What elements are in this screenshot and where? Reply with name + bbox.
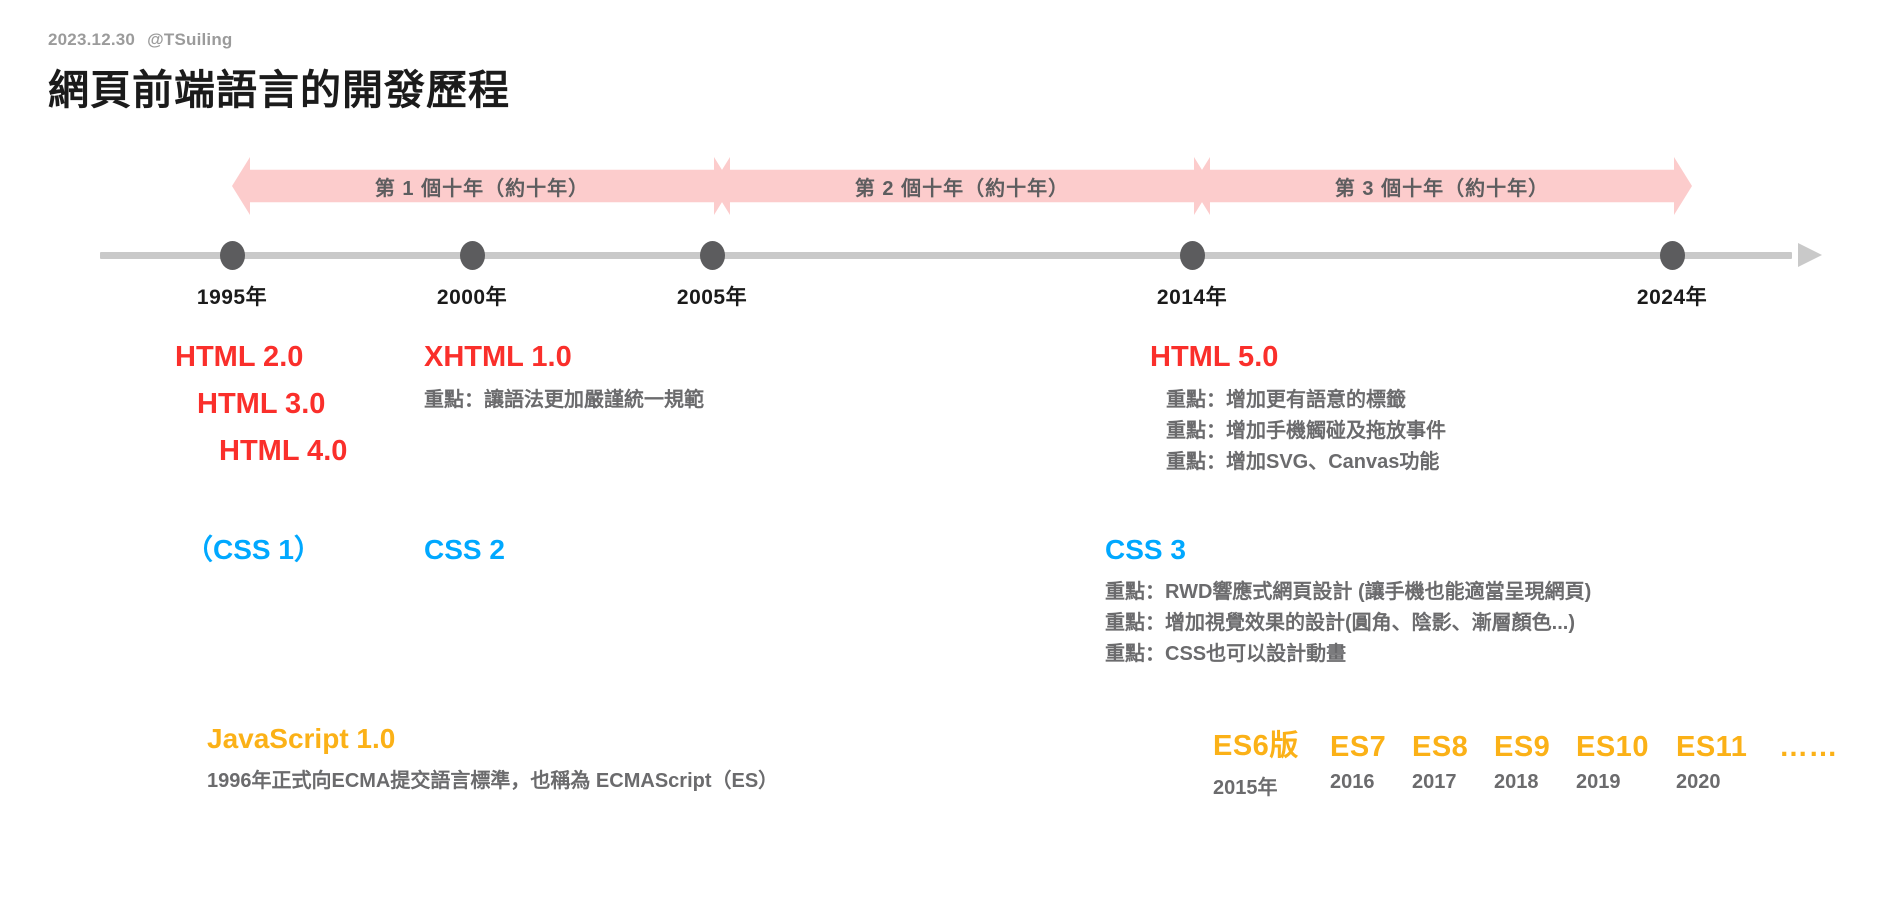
- axis-label-2000: 2000年: [436, 286, 508, 309]
- decade-bands: 第 1 個十年（約十年） 第 2 個十年（約十年） 第 3 個十年（約十年）: [0, 157, 1900, 215]
- entry-html-early: HTML 2.0 HTML 3.0 HTML 4.0: [175, 340, 347, 469]
- es-year-es10: 2019: [1576, 771, 1621, 793]
- css3-note-3: 重點：CSS也可以設計動畫: [1105, 643, 1347, 666]
- es-name-es10: ES10: [1576, 731, 1649, 763]
- decade-band-2: 第 2 個十年（約十年）: [712, 157, 1212, 215]
- html-4-label: HTML 4.0: [219, 435, 348, 468]
- axis-label-2024: 2024年: [1636, 286, 1708, 309]
- decade-band-1-label: 第 1 個十年（約十年）: [374, 177, 590, 200]
- es-name-ellipsis: ……: [1779, 731, 1838, 763]
- decade-band-2-label: 第 2 個十年（約十年）: [854, 177, 1070, 200]
- es-name-es8: ES8: [1412, 731, 1469, 763]
- entry-css1: （CSS 1）: [185, 533, 322, 566]
- axis-dot-2005: [700, 241, 725, 270]
- html-3-label: HTML 3.0: [197, 388, 326, 421]
- es-name-es9: ES9: [1494, 731, 1551, 763]
- javascript-title: JavaScript 1.0: [207, 723, 396, 754]
- es-name-es11: ES11: [1676, 731, 1748, 763]
- axis-line: [100, 252, 1792, 259]
- css3-note-2: 重點：增加視覺效果的設計(圓角、陰影、漸層顏色...): [1105, 612, 1575, 635]
- axis-dot-2014: [1180, 241, 1205, 270]
- byline: 2023.12.30 @TSuiling: [48, 30, 510, 50]
- byline-handle: @TSuiling: [147, 30, 233, 49]
- decade-band-3-label: 第 3 個十年（約十年）: [1334, 177, 1550, 200]
- axis-label-2014: 2014年: [1156, 286, 1228, 309]
- xhtml-title: XHTML 1.0: [424, 341, 572, 373]
- html-2-label: HTML 2.0: [175, 341, 304, 373]
- es-version-names-row: ES6版 ES7 ES8 ES9 ES10 ES11 ……: [1213, 722, 1838, 764]
- es-version-list: ES6版 ES7 ES8 ES9 ES10 ES11 …… 2015年 2016…: [1213, 722, 1838, 800]
- html5-note-2: 重點：增加手機觸碰及拖放事件: [1166, 420, 1446, 443]
- es-year-es6: 2015年: [1213, 777, 1278, 799]
- entry-html5: HTML 5.0 重點：增加更有語意的標籤 重點：增加手機觸碰及拖放事件 重點：…: [1150, 340, 1446, 478]
- html5-title: HTML 5.0: [1150, 341, 1279, 373]
- axis-dot-2000: [460, 241, 485, 270]
- css3-note-1: 重點：RWD響應式網頁設計 (讓手機也能適當呈現網頁): [1105, 581, 1592, 604]
- byline-date: 2023.12.30: [48, 30, 136, 49]
- decade-band-3: 第 3 個十年（約十年）: [1192, 157, 1692, 215]
- xhtml-note-1: 重點：讓語法更加嚴謹統一規範: [424, 389, 704, 412]
- es-year-es7: 2016: [1330, 771, 1375, 793]
- entry-css3: CSS 3 重點：RWD響應式網頁設計 (讓手機也能適當呈現網頁) 重點：增加視…: [1105, 533, 1591, 670]
- entry-css2: CSS 2: [424, 533, 505, 566]
- entry-javascript: JavaScript 1.0 1996年正式向ECMA提交語言標準，也稱為 EC…: [207, 722, 778, 797]
- axis-arrow-icon: [1798, 243, 1822, 267]
- axis-label-1995: 1995年: [196, 286, 268, 309]
- css3-title: CSS 3: [1105, 534, 1186, 565]
- html5-note-1: 重點：增加更有語意的標籤: [1166, 389, 1406, 412]
- page-title: 網頁前端語言的開發歷程: [48, 67, 510, 113]
- decade-band-1: 第 1 個十年（約十年）: [232, 157, 732, 215]
- entry-xhtml: XHTML 1.0 重點：讓語法更加嚴謹統一規範: [424, 340, 704, 416]
- es-year-es8: 2017: [1412, 771, 1457, 793]
- es-year-es9: 2018: [1494, 771, 1539, 793]
- timeline-axis: 1995年 2000年 2005年 2014年 2024年: [100, 241, 1822, 309]
- axis-label-2005: 2005年: [676, 286, 748, 309]
- es-version-years-row: 2015年 2016 2017 2018 2019 2020: [1213, 771, 1838, 800]
- axis-dot-1995: [220, 241, 245, 270]
- html5-note-3: 重點：增加SVG、Canvas功能: [1166, 451, 1440, 474]
- header: 2023.12.30 @TSuiling 網頁前端語言的開發歷程: [48, 30, 510, 116]
- css2-title: CSS 2: [424, 534, 505, 565]
- es-name-es7: ES7: [1330, 731, 1387, 763]
- css1-title: （CSS 1）: [185, 534, 322, 565]
- es-year-es11: 2020: [1676, 771, 1721, 793]
- axis-dot-2024: [1660, 241, 1685, 270]
- javascript-note-1: 1996年正式向ECMA提交語言標準，也稱為 ECMAScript（ES）: [207, 770, 779, 793]
- es-name-es6: ES6版: [1213, 730, 1299, 762]
